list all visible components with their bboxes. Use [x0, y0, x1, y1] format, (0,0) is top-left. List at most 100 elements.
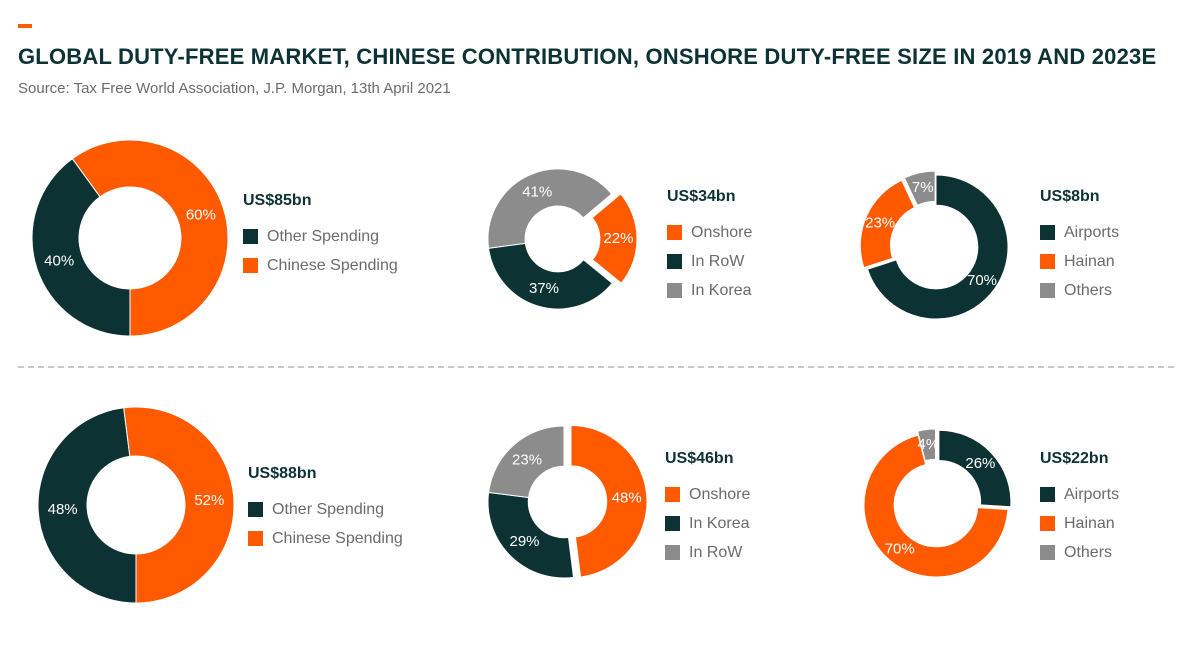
legend-item: Others — [1040, 276, 1119, 305]
legend-label: Other Spending — [272, 500, 385, 518]
legend-swatch — [248, 502, 263, 517]
legend-total: US$8bn — [1040, 188, 1100, 205]
legend-swatch — [1040, 487, 1055, 502]
legend-item: Chinese Spending — [248, 524, 403, 553]
slice-value-label: 29% — [509, 533, 539, 550]
donut-slice — [487, 168, 613, 249]
legend-swatch — [248, 531, 263, 546]
donut-slice — [938, 429, 1012, 508]
donut-chart-6: 26% 70% 4% — [863, 428, 1012, 578]
slice-value-label: 60% — [186, 206, 216, 223]
legend-label: In Korea — [689, 514, 750, 532]
donut-slice — [71, 139, 229, 337]
legend-label: Hainan — [1064, 514, 1115, 532]
legend-item: Airports — [1040, 480, 1119, 509]
legend-swatch — [243, 258, 258, 273]
donut-chart-4: 48% 52% — [37, 406, 235, 604]
legend-swatch — [1040, 225, 1055, 240]
legend-item: Others — [1040, 538, 1119, 567]
donut-slice — [591, 193, 638, 284]
legend-label: Chinese Spending — [272, 529, 403, 547]
donut-slice — [488, 425, 565, 499]
legend-5: US$46bn Onshore In Korea In RoW — [665, 450, 750, 567]
legend-label: In RoW — [691, 252, 745, 270]
legend-label: Others — [1064, 543, 1113, 561]
slice-value-label: 26% — [965, 455, 995, 472]
donut-chart-1: 40% 60% — [31, 139, 229, 337]
legend-item: Onshore — [667, 218, 752, 247]
slice-value-label: 37% — [529, 280, 559, 297]
donut-slice — [488, 242, 613, 310]
chart-source: Source: Tax Free World Association, J.P.… — [18, 80, 451, 97]
legend-item: In RoW — [667, 247, 752, 276]
donut-slice — [123, 406, 235, 604]
legend-label: Hainan — [1064, 252, 1115, 270]
donut-slice — [863, 434, 1009, 578]
slice-value-label: 70% — [967, 272, 997, 289]
legend-label: In RoW — [689, 543, 743, 561]
legend-item: Airports — [1040, 218, 1119, 247]
legend-label: Airports — [1064, 485, 1120, 503]
accent-bar — [18, 24, 32, 28]
legend-item: Other Spending — [243, 222, 398, 251]
legend-1: US$85bn Other Spending Chinese Spending — [243, 192, 398, 280]
legend-swatch — [665, 516, 680, 531]
slice-value-label: 41% — [522, 183, 552, 200]
legend-swatch — [1040, 283, 1055, 298]
legend-item: In RoW — [665, 538, 750, 567]
legend-6: US$22bn Airports Hainan Others — [1040, 450, 1119, 567]
chart-title: GLOBAL DUTY-FREE MARKET, CHINESE CONTRIB… — [18, 44, 1157, 69]
legend-label: Onshore — [691, 223, 753, 241]
legend-2: US$34bn Onshore In RoW In Korea — [667, 188, 752, 305]
legend-label: Onshore — [689, 485, 751, 503]
slice-value-label: 48% — [612, 490, 642, 507]
legend-label: In Korea — [691, 281, 752, 299]
donut-chart-3: 70% 23% 7% — [859, 170, 1009, 320]
donut-slice — [916, 428, 936, 462]
slice-value-label: 52% — [194, 492, 224, 509]
slice-value-label: 40% — [44, 253, 74, 270]
legend-label: Others — [1064, 281, 1113, 299]
slice-value-label: 48% — [48, 501, 78, 518]
slice-value-label: 23% — [512, 452, 542, 469]
slice-value-label: 22% — [603, 230, 633, 247]
legend-total: US$85bn — [243, 192, 312, 209]
legend-total: US$46bn — [665, 450, 734, 467]
legend-label: Other Spending — [267, 227, 380, 245]
legend-swatch — [665, 545, 680, 560]
section-divider — [18, 366, 1174, 368]
donut-slice — [570, 425, 648, 578]
donut-slice — [487, 491, 575, 579]
donut-slice — [37, 407, 137, 604]
legend-item: In Korea — [667, 276, 752, 305]
legend-swatch — [1040, 545, 1055, 560]
legend-swatch — [667, 254, 682, 269]
slice-value-label: 70% — [885, 540, 915, 557]
donut-slice — [866, 174, 1009, 320]
legend-4: US$88bn Other Spending Chinese Spending — [248, 465, 403, 553]
donut-slice — [31, 158, 131, 337]
legend-3: US$8bn Airports Hainan Others — [1040, 188, 1119, 305]
legend-swatch — [1040, 254, 1055, 269]
legend-label: Airports — [1064, 223, 1120, 241]
slice-value-label: 23% — [865, 214, 895, 231]
donut-slice — [903, 170, 936, 206]
legend-item: Onshore — [665, 480, 750, 509]
donut-chart-5: 48% 29% 23% — [487, 425, 648, 579]
legend-swatch — [665, 487, 680, 502]
slice-value-label: 4% — [918, 436, 940, 453]
legend-label: Chinese Spending — [267, 256, 398, 274]
legend-total: US$34bn — [667, 188, 736, 205]
legend-item: Hainan — [1040, 247, 1119, 276]
legend-item: Hainan — [1040, 509, 1119, 538]
legend-swatch — [667, 283, 682, 298]
legend-total: US$88bn — [248, 465, 317, 482]
legend-item: Other Spending — [248, 495, 403, 524]
legend-swatch — [1040, 516, 1055, 531]
legend-swatch — [667, 225, 682, 240]
donut-slice — [859, 179, 916, 269]
donut-chart-2: 22% 37% 41% — [487, 168, 638, 310]
legend-total: US$22bn — [1040, 450, 1109, 467]
slice-value-label: 7% — [912, 179, 934, 196]
legend-swatch — [243, 229, 258, 244]
